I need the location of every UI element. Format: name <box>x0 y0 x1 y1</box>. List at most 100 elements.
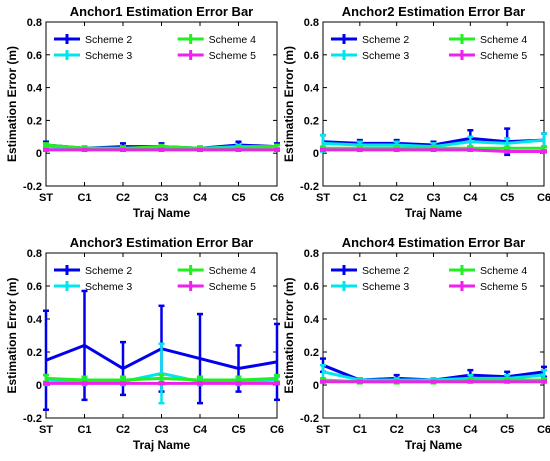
y-tick-label: 0 <box>313 380 319 392</box>
x-axis-label: Traj Name <box>133 438 191 452</box>
x-tick-label: C6 <box>537 424 550 436</box>
x-tick-label: C2 <box>116 192 130 204</box>
legend-label: Scheme 2 <box>85 34 132 46</box>
x-tick-label: C1 <box>77 424 91 436</box>
x-tick-label: C2 <box>390 424 404 436</box>
legend-label: Scheme 3 <box>362 281 409 293</box>
y-tick-label: 0 <box>313 148 319 160</box>
chart-title: Anchor2 Estimation Error Bar <box>342 4 526 19</box>
y-tick-label: 0.4 <box>304 83 320 95</box>
legend-entry-scheme-3: Scheme 3 <box>54 50 132 62</box>
x-tick-label: C5 <box>231 192 245 204</box>
y-tick-label: -0.2 <box>23 413 42 425</box>
legend-entry-scheme-5: Scheme 5 <box>177 50 256 62</box>
y-tick-label: 0.6 <box>27 281 42 293</box>
legend-entry-scheme-3: Scheme 3 <box>54 281 132 293</box>
legend-label: Scheme 2 <box>362 265 409 277</box>
series-scheme-5 <box>43 381 280 386</box>
legend-label: Scheme 5 <box>480 50 527 62</box>
x-tick-label: C5 <box>500 192 514 204</box>
y-tick-label: -0.2 <box>23 181 42 193</box>
legend-entry-scheme-4: Scheme 4 <box>177 265 256 277</box>
x-tick-label: C6 <box>270 192 284 204</box>
x-tick-label: C2 <box>390 192 404 204</box>
x-tick-label: ST <box>39 424 53 436</box>
x-tick-label: C4 <box>193 424 208 436</box>
y-tick-label: -0.2 <box>300 413 319 425</box>
legend-entry-scheme-4: Scheme 4 <box>177 34 256 46</box>
x-tick-label: C1 <box>77 192 91 204</box>
chart-panel-3: Anchor3 Estimation Error Bar -0.2 0 0.2 0.4 0… <box>5 235 284 452</box>
y-tick-label: -0.2 <box>300 181 319 193</box>
x-tick-label: C6 <box>270 424 284 436</box>
y-tick-label: 0 <box>36 380 42 392</box>
y-axis-label: Estimation Error (m) <box>282 277 296 393</box>
y-tick-label: 0.8 <box>304 248 319 260</box>
x-tick-label: C3 <box>154 192 168 204</box>
legend-label: Scheme 3 <box>85 50 132 62</box>
x-tick-label: C4 <box>193 192 208 204</box>
y-tick-label: 0.6 <box>304 281 319 293</box>
y-tick-label: 0.2 <box>304 115 319 127</box>
legend-label: Scheme 3 <box>362 50 409 62</box>
legend-entry-scheme-2: Scheme 2 <box>54 34 132 46</box>
y-tick-label: 0.8 <box>27 17 42 29</box>
legend-label: Scheme 4 <box>209 265 256 277</box>
legend-label: Scheme 5 <box>209 281 256 293</box>
x-axis-label: Traj Name <box>133 206 191 220</box>
plot-area <box>45 21 278 187</box>
chart-panel-2: Anchor2 Estimation Error Bar -0.2 0 0.2 0.4 0… <box>282 4 550 220</box>
legend-entry-scheme-5: Scheme 5 <box>448 50 527 62</box>
legend-label: Scheme 2 <box>85 265 132 277</box>
legend: Scheme 2 Scheme 3 Scheme 4 Scheme 5 <box>331 34 527 62</box>
chart-title: Anchor3 Estimation Error Bar <box>70 235 254 250</box>
legend-entry-scheme-2: Scheme 2 <box>54 265 132 277</box>
x-tick-label: C4 <box>463 192 478 204</box>
legend-entry-scheme-3: Scheme 3 <box>331 50 409 62</box>
legend-entry-scheme-2: Scheme 2 <box>331 265 409 277</box>
legend-label: Scheme 4 <box>480 34 527 46</box>
y-tick-label: 0.6 <box>304 50 319 62</box>
x-tick-label: ST <box>316 192 330 204</box>
chart-panel-1: Anchor1 Estimation Error Bar -0.2 0 0.2 0.4 0… <box>5 4 284 220</box>
y-axis-label: Estimation Error (m) <box>5 277 19 393</box>
legend-label: Scheme 5 <box>209 50 256 62</box>
series-line <box>45 376 278 382</box>
x-tick-label: C6 <box>537 192 550 204</box>
legend-label: Scheme 2 <box>362 34 409 46</box>
x-tick-label: ST <box>39 192 53 204</box>
legend-entry-scheme-2: Scheme 2 <box>331 34 409 46</box>
y-tick-label: 0.8 <box>27 248 42 260</box>
legend-label: Scheme 4 <box>480 265 527 277</box>
x-axis-label: Traj Name <box>405 438 463 452</box>
legend-entry-scheme-4: Scheme 4 <box>448 265 527 277</box>
series-scheme-5 <box>43 147 280 152</box>
x-tick-label: C5 <box>500 424 514 436</box>
y-tick-label: 0.2 <box>27 347 42 359</box>
legend-label: Scheme 3 <box>85 281 132 293</box>
x-tick-label: C2 <box>116 424 130 436</box>
legend-entry-scheme-3: Scheme 3 <box>331 281 409 293</box>
y-tick-label: 0.4 <box>27 83 43 95</box>
y-tick-label: 0.4 <box>27 314 43 326</box>
legend: Scheme 2 Scheme 3 Scheme 4 Scheme 5 <box>331 265 527 293</box>
x-tick-label: C4 <box>463 424 478 436</box>
y-tick-label: 0.2 <box>304 347 319 359</box>
y-axis-label: Estimation Error (m) <box>282 46 296 162</box>
y-tick-label: 0.2 <box>27 115 42 127</box>
y-axis-label: Estimation Error (m) <box>5 46 19 162</box>
x-tick-label: C3 <box>426 192 440 204</box>
legend: Scheme 2 Scheme 3 Scheme 4 Scheme 5 <box>54 265 256 293</box>
y-tick-label: 0.6 <box>27 50 42 62</box>
legend-entry-scheme-4: Scheme 4 <box>448 34 527 46</box>
chart-panel-4: Anchor4 Estimation Error Bar -0.2 0 0.2 0.4 0… <box>282 235 550 452</box>
x-tick-label: C3 <box>154 424 168 436</box>
legend: Scheme 2 Scheme 3 Scheme 4 Scheme 5 <box>54 34 256 62</box>
x-axis-label: Traj Name <box>405 206 463 220</box>
legend-label: Scheme 4 <box>209 34 256 46</box>
legend-entry-scheme-5: Scheme 5 <box>448 281 527 293</box>
legend-entry-scheme-5: Scheme 5 <box>177 281 256 293</box>
series-scheme-5 <box>320 379 547 384</box>
y-tick-label: 0.8 <box>304 17 319 29</box>
